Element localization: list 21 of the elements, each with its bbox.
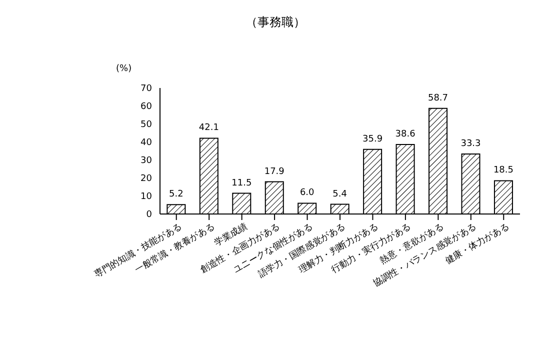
y-tick-label: 20 xyxy=(140,174,152,184)
data-label: 33.3 xyxy=(460,139,481,150)
y-tick-label: 40 xyxy=(140,138,152,148)
data-label: 18.5 xyxy=(493,166,514,176)
data-label: 42.1 xyxy=(198,123,219,134)
y-tick-label: 10 xyxy=(140,192,152,202)
y-axis-title: (%) xyxy=(116,64,132,74)
data-label: 5.2 xyxy=(169,190,184,200)
data-label: 6.0 xyxy=(300,188,315,198)
data-label: 5.4 xyxy=(332,189,348,200)
data-label: 17.9 xyxy=(264,166,285,177)
data-label: 35.9 xyxy=(362,134,383,144)
y-tick-label: 0 xyxy=(146,210,152,220)
data-label: 11.5 xyxy=(232,178,252,188)
y-tick-label: 60 xyxy=(140,102,152,112)
chart-title: （事務職） xyxy=(244,14,306,31)
y-tick-label: 50 xyxy=(140,120,152,130)
data-label: 58.7 xyxy=(428,93,448,104)
y-tick-label: 30 xyxy=(140,156,152,166)
data-label: 38.6 xyxy=(395,130,416,140)
y-tick-label: 70 xyxy=(140,84,152,94)
